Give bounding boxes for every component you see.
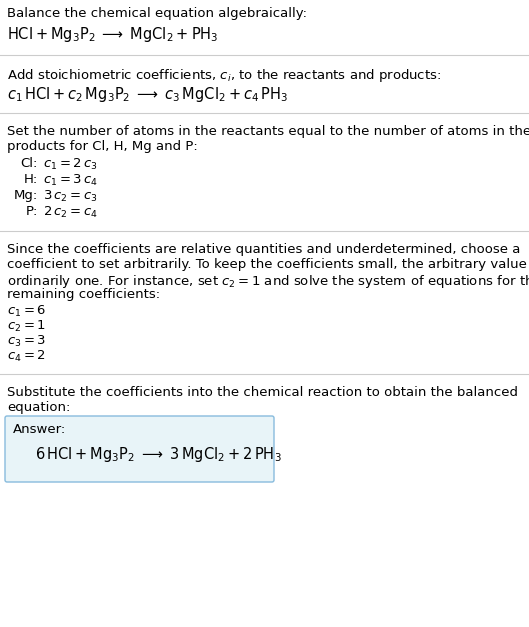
Text: $c_3 = 3$: $c_3 = 3$ xyxy=(7,334,46,349)
Text: H:: H: xyxy=(24,173,38,186)
Text: Substitute the coefficients into the chemical reaction to obtain the balanced: Substitute the coefficients into the che… xyxy=(7,386,518,399)
Text: $6\,\mathrm{HCl} + \mathrm{Mg_3P_2} \;\longrightarrow\; 3\,\mathrm{MgCl_2} + 2\,: $6\,\mathrm{HCl} + \mathrm{Mg_3P_2} \;\l… xyxy=(35,445,281,464)
Text: $c_1 = 3\,c_4$: $c_1 = 3\,c_4$ xyxy=(43,173,98,188)
Text: equation:: equation: xyxy=(7,401,70,414)
Text: $2\,c_2 = c_4$: $2\,c_2 = c_4$ xyxy=(43,205,98,220)
Text: products for Cl, H, Mg and P:: products for Cl, H, Mg and P: xyxy=(7,140,198,153)
Text: $c_1 = 2\,c_3$: $c_1 = 2\,c_3$ xyxy=(43,157,98,172)
Text: coefficient to set arbitrarily. To keep the coefficients small, the arbitrary va: coefficient to set arbitrarily. To keep … xyxy=(7,258,529,271)
Text: Since the coefficients are relative quantities and underdetermined, choose a: Since the coefficients are relative quan… xyxy=(7,243,521,256)
Text: $\mathrm{HCl} + \mathrm{Mg_3P_2} \;\longrightarrow\; \mathrm{MgCl_2} + \mathrm{P: $\mathrm{HCl} + \mathrm{Mg_3P_2} \;\long… xyxy=(7,25,218,44)
Text: remaining coefficients:: remaining coefficients: xyxy=(7,288,160,301)
Text: ordinarily one. For instance, set $c_2 = 1$ and solve the system of equations fo: ordinarily one. For instance, set $c_2 =… xyxy=(7,273,529,290)
Text: Add stoichiometric coefficients, $c_i$, to the reactants and products:: Add stoichiometric coefficients, $c_i$, … xyxy=(7,67,441,84)
Text: $c_1\,\mathrm{HCl} + c_2\,\mathrm{Mg_3P_2} \;\longrightarrow\; c_3\,\mathrm{MgCl: $c_1\,\mathrm{HCl} + c_2\,\mathrm{Mg_3P_… xyxy=(7,85,288,104)
Text: Mg:: Mg: xyxy=(14,189,38,202)
Text: $c_4 = 2$: $c_4 = 2$ xyxy=(7,349,46,364)
Text: Cl:: Cl: xyxy=(21,157,38,170)
Text: P:: P: xyxy=(25,205,38,218)
Text: Set the number of atoms in the reactants equal to the number of atoms in the: Set the number of atoms in the reactants… xyxy=(7,125,529,138)
FancyBboxPatch shape xyxy=(5,416,274,482)
Text: $c_1 = 6$: $c_1 = 6$ xyxy=(7,304,47,319)
Text: Answer:: Answer: xyxy=(13,423,66,436)
Text: $3\,c_2 = c_3$: $3\,c_2 = c_3$ xyxy=(43,189,98,204)
Text: Balance the chemical equation algebraically:: Balance the chemical equation algebraica… xyxy=(7,7,307,20)
Text: $c_2 = 1$: $c_2 = 1$ xyxy=(7,319,46,334)
